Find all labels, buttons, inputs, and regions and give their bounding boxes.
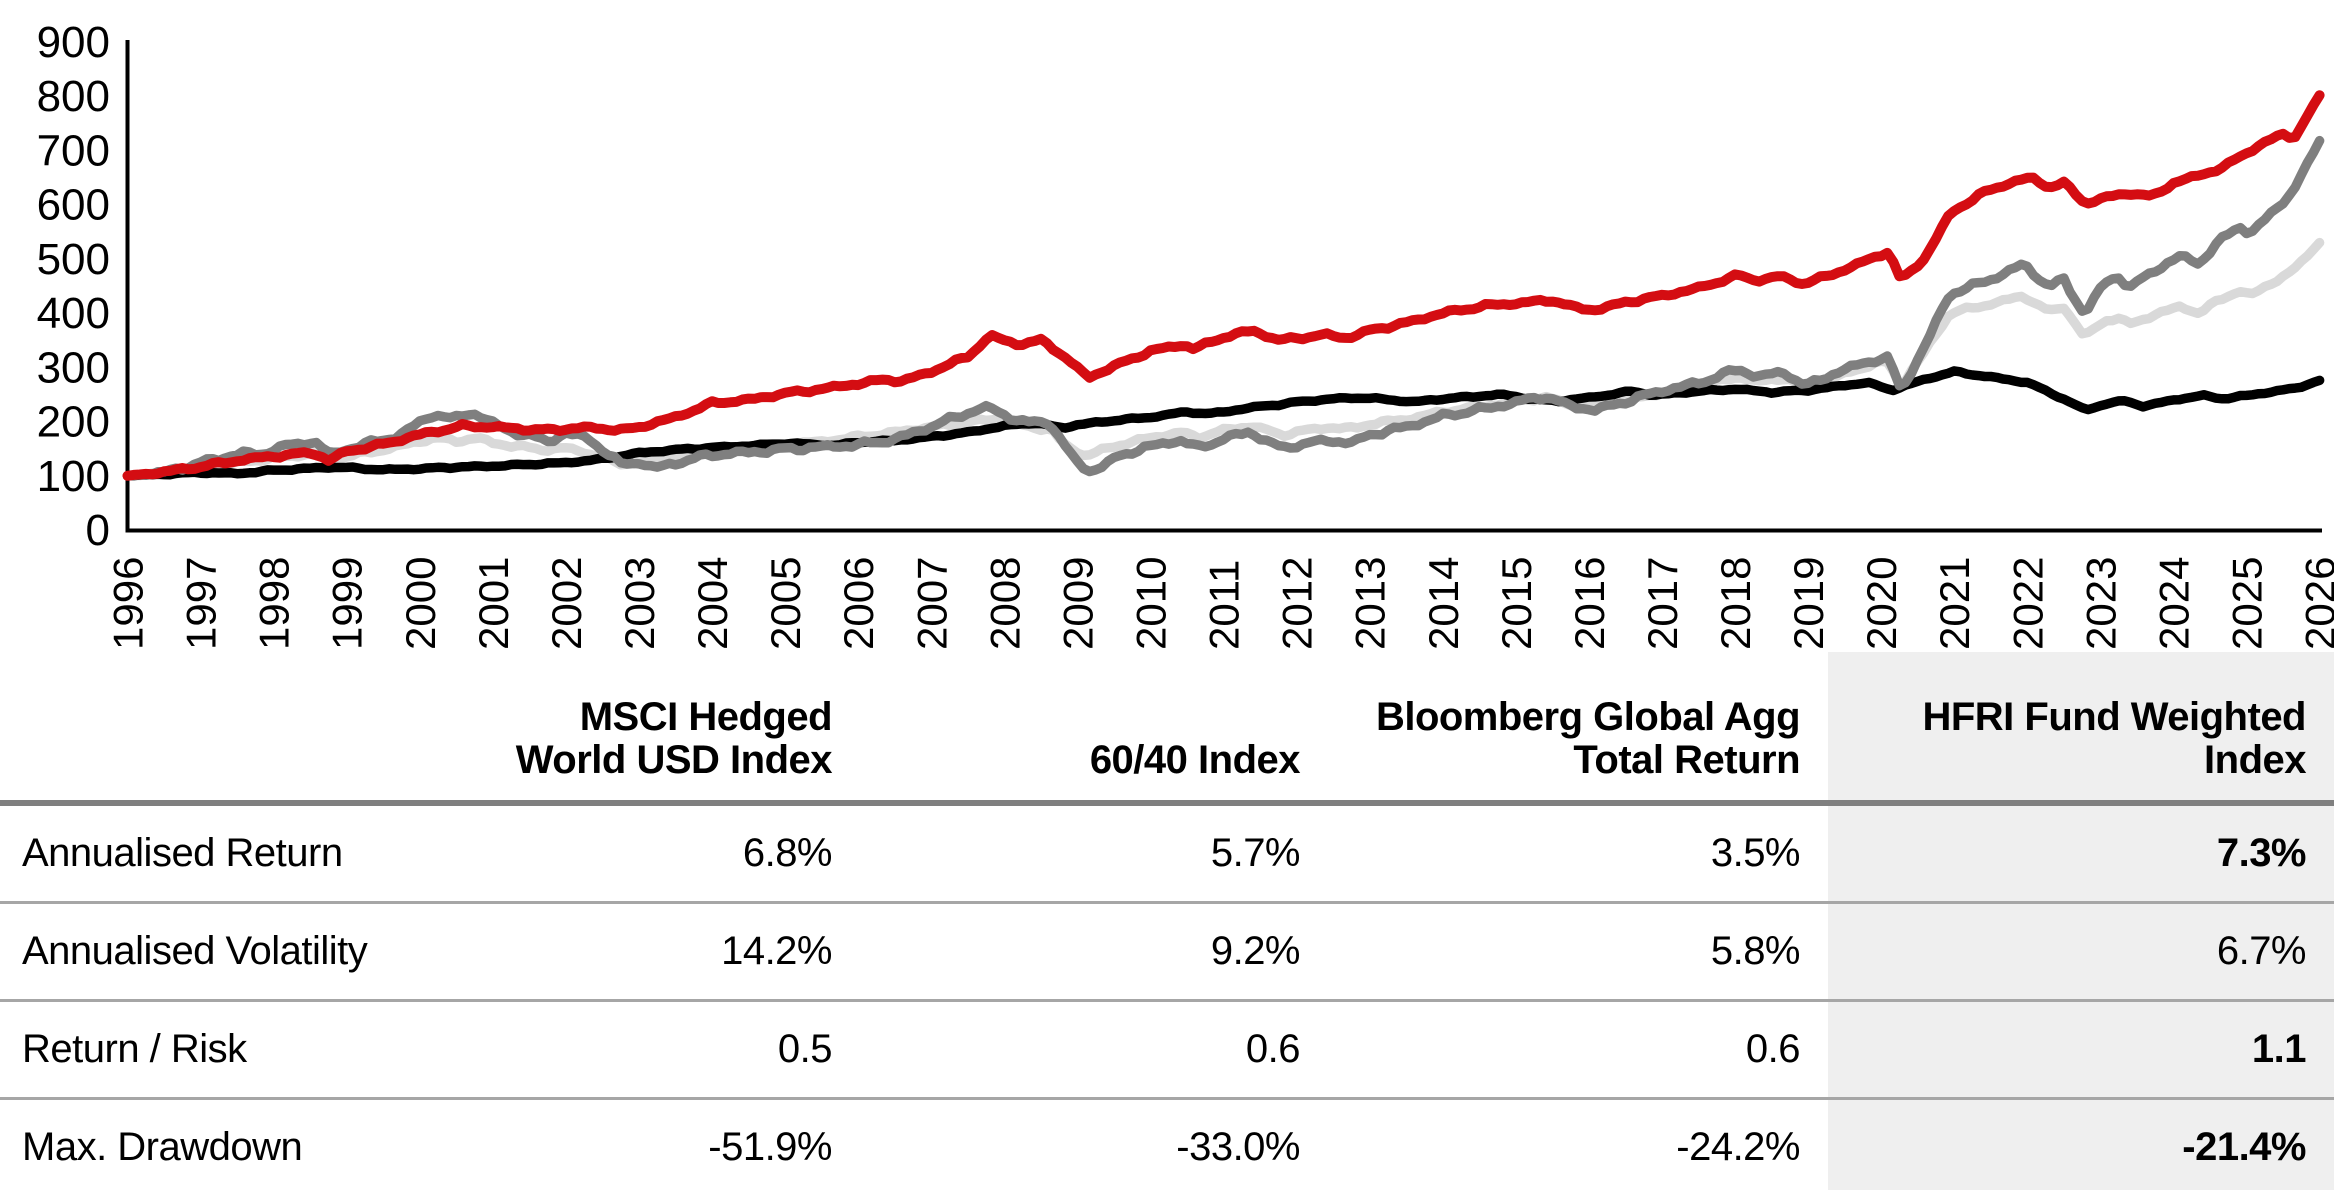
performance-line-chart: 0 100 200 300 400 500 600 700 800 900 1996 1997 1998… [37,18,2334,650]
y-tick-label: 200 [37,398,110,447]
table-row: Return / Risk 0.5 0.6 0.6 1.1 [0,999,2334,1097]
y-axis: 0 100 200 300 400 500 600 700 800 900 [37,18,110,555]
column-header-text: Bloomberg Global Agg Total Return [1375,694,1801,782]
table-row: Annualised Return 6.8% 5.7% 3.5% 7.3% [0,806,2334,901]
x-tick-label: 2003 [616,557,663,650]
x-tick-label: 2023 [2077,557,2124,650]
y-tick-label: 500 [37,235,110,284]
stat-value-msci-hedged-world-usd-index: 14.2% [721,929,832,973]
x-tick-label: 2012 [1274,557,1321,650]
x-tick-label: 2007 [908,557,955,650]
stat-value-60-40-index: 5.7% [1210,831,1301,875]
x-tick-label: 2015 [1493,557,1540,650]
x-tick-label: 2022 [2004,557,2051,650]
x-tick-label: 2014 [1420,557,1467,650]
table-header-row: MSCI Hedged World USD Index 60/40 Index Blo… [0,660,2334,806]
x-tick-label: 2011 [1201,560,1248,650]
stat-value-hfri-fund-weighted-index: 7.3% [2216,831,2307,875]
x-tick-label: 2025 [2224,557,2271,650]
x-tick-label: 2020 [1858,557,1905,650]
row-label: Return / Risk [22,1027,247,1071]
x-tick-label: 2010 [1128,557,1175,650]
row-label: Max. Drawdown [22,1125,303,1169]
x-tick-label: 1998 [251,557,298,650]
x-tick-label: 2009 [1054,557,1101,650]
x-tick-label: 2019 [1785,557,1832,650]
y-tick-label: 600 [37,181,110,230]
stat-value-bloomberg-global-agg-total-return: -24.2% [1676,1125,1800,1169]
x-tick-label: 2001 [470,557,517,650]
y-tick-label: 300 [37,343,110,392]
row-label: Annualised Return [22,831,343,875]
column-header-bloomberg-global-agg-total-return: Bloomberg Global Agg Total Return [1328,660,1828,800]
x-tick-label: 2006 [835,557,882,650]
y-tick-label: 400 [37,289,110,338]
y-tick-label: 100 [37,452,110,501]
stat-value-60-40-index: 0.6 [1245,1027,1301,1071]
table-row: Max. Drawdown -51.9% -33.0% -24.2% -21.4% [0,1097,2334,1190]
stat-value-hfri-fund-weighted-index: -21.4% [2182,1125,2306,1169]
series-line-hfri-fund-weighted-index [122,90,2325,481]
hfri-highlight-panel [1828,652,2334,1190]
row-label-header-cell [0,660,420,800]
stat-value-hfri-fund-weighted-index: 6.7% [2216,929,2307,973]
x-tick-label: 2024 [2151,557,2198,650]
column-header-msci-hedged-world-usd-index: MSCI Hedged World USD Index [420,660,860,800]
stat-value-60-40-index: 9.2% [1210,929,1301,973]
series-line-bloomberg-global-agg-total-return [122,366,2325,481]
series-line-60-40-index [122,237,2325,481]
x-tick-label: 2021 [1931,557,1978,650]
stat-value-msci-hedged-world-usd-index: -51.9% [708,1125,832,1169]
x-tick-label: 2016 [1566,557,1613,650]
y-tick-label: 700 [37,126,110,175]
y-tick-label: 900 [37,18,110,67]
stat-value-bloomberg-global-agg-total-return: 5.8% [1710,929,1801,973]
stat-value-bloomberg-global-agg-total-return: 3.5% [1710,831,1801,875]
stat-value-msci-hedged-world-usd-index: 0.5 [777,1027,833,1071]
x-tick-label: 2008 [981,557,1028,650]
x-tick-label: 2004 [689,557,736,650]
column-header-60-40-index: 60/40 Index [860,660,1328,800]
x-tick-label: 1999 [324,557,371,650]
y-tick-label: 0 [86,506,110,555]
column-header-text: MSCI Hedged World USD Index [515,694,833,782]
stats-table: MSCI Hedged World USD Index 60/40 Index Blo… [0,660,2334,1190]
series-line-msci-hedged-world-usd-index [122,135,2325,481]
table-row: Annualised Volatility 14.2% 9.2% 5.8% 6.7% [0,901,2334,999]
x-tick-label: 2000 [397,557,444,650]
x-tick-label: 2017 [1639,557,1686,650]
stat-value-msci-hedged-world-usd-index: 6.8% [742,831,833,875]
y-tick-label: 800 [37,72,110,121]
x-tick-label: 2013 [1347,557,1394,650]
x-tick-label: 1996 [105,557,152,650]
column-header-text: 60/40 Index [1089,737,1301,782]
stat-value-60-40-index: -33.0% [1176,1125,1300,1169]
x-tick-label: 2026 [2297,557,2334,650]
column-header-hfri-fund-weighted-index: HFRI Fund Weighted Index [1828,660,2334,800]
stat-value-hfri-fund-weighted-index: 1.1 [2251,1027,2307,1071]
x-axis: 1996 1997 1998 1999 2000 2001 2002 2003 2004 2005… [105,557,2334,650]
stat-value-bloomberg-global-agg-total-return: 0.6 [1745,1027,1801,1071]
x-tick-label: 1997 [178,557,225,650]
x-tick-label: 2018 [1712,557,1759,650]
x-tick-label: 2005 [762,557,809,650]
column-header-text: HFRI Fund Weighted Index [1922,694,2306,782]
row-label: Annualised Volatility [22,929,368,973]
x-tick-label: 2002 [543,557,590,650]
